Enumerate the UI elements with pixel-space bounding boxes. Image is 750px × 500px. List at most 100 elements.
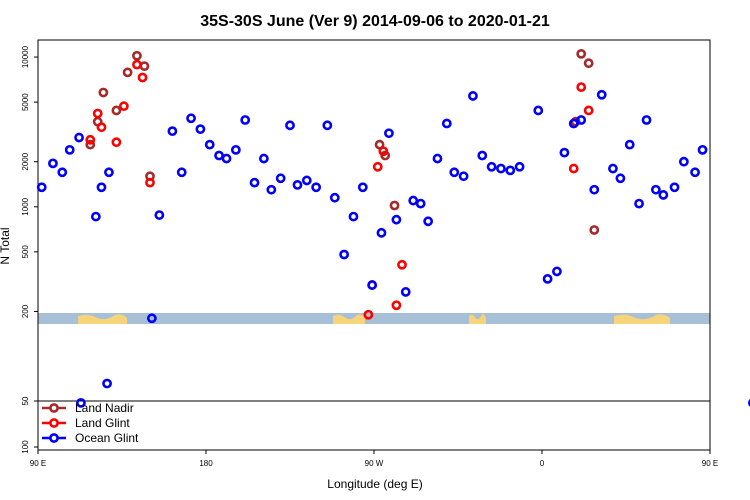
data-point [92,108,103,119]
data-point [122,67,133,78]
data-point [102,378,112,389]
data-point [641,115,652,125]
data-point [48,158,58,169]
data-point [372,161,383,172]
data-point [275,173,286,184]
data-point [221,153,232,164]
data-point [468,91,478,101]
data-point [146,313,157,324]
data-point [542,273,553,284]
data-point [176,167,187,178]
data-point [658,190,669,200]
data-point [322,120,333,131]
data-point [240,115,251,125]
data-point [576,48,587,59]
data-point [64,144,75,155]
y-tick-label: 200 [21,304,30,318]
map-band [38,313,710,324]
data-point [339,249,350,260]
data-point [230,144,241,155]
plot-area [38,313,710,324]
data-point [111,105,122,116]
legend-marker [49,403,59,413]
data-point [650,184,661,195]
data-point [266,184,277,195]
y-tick-label: 500 [21,245,30,259]
data-point [505,165,516,176]
data-point [449,167,460,178]
legend-label: Land Nadir [75,401,134,415]
data-point [596,89,607,100]
data-point [249,177,260,188]
x-tick-label: 180 [199,459,213,468]
data-point [568,118,579,129]
data-point [589,225,600,235]
legend-marker [49,418,59,428]
data-point [186,113,196,124]
data-point [384,128,394,139]
data-point [204,139,215,150]
data-point [36,182,47,193]
data-point [292,180,303,190]
data-point [608,163,618,174]
data-point [576,115,587,125]
x-tick-label: 90 E [702,459,718,468]
data-point [154,210,165,220]
data-point [311,182,322,193]
data-point [145,177,155,188]
data-point [391,214,402,225]
data-point [748,398,750,407]
data-point [397,259,407,270]
data-point [415,198,426,209]
data-point [329,192,340,203]
data-point [408,195,419,206]
data-point [559,147,570,158]
data-point [391,300,402,311]
map-land-patch [469,314,486,324]
data-point [514,161,525,172]
data-point [301,175,312,186]
y-tick-label: 2000 [21,152,30,170]
data-point [678,156,689,167]
x-axis-label: Longitude (deg E) [327,477,422,491]
data-point [576,82,587,93]
data-point [400,287,411,297]
x-tick-label: 90 E [30,459,46,468]
data-point [458,171,469,182]
data-point [348,211,359,222]
map-land-patch [333,314,365,324]
legend-label: Land Glint [75,416,130,430]
data-point [363,309,374,320]
y-tick-label: 50 [21,396,30,405]
data-points [36,48,750,408]
data-point [583,105,594,116]
data-point [669,182,680,193]
x-tick-label: 0 [540,459,545,468]
data-point [389,200,400,211]
data-point [285,120,295,131]
data-point [139,61,150,72]
y-tick-label: 1000 [21,197,30,215]
map-land-patch [614,314,670,324]
data-point [137,72,148,83]
map-land-patch [78,314,127,324]
data-point [132,59,142,70]
data-point [486,161,497,172]
data-point [74,132,84,143]
chart-title: 35S-30S June (Ver 9) 2014-09-06 to 2020-… [200,13,550,30]
data-point [104,167,114,178]
data-point [615,173,626,184]
data-point [85,134,96,145]
data-point [195,124,206,135]
data-point [552,266,562,277]
y-tick-label: 100 [21,440,30,454]
data-point [376,227,387,238]
data-point [76,397,86,408]
data-point [583,58,594,69]
data-point [90,211,101,222]
axes: 200 500 1000 2000 5000 10000 100 50 90 E 180 90 W 0… [21,39,718,468]
data-point [432,153,443,164]
y-axis-label: N Total [0,227,12,264]
